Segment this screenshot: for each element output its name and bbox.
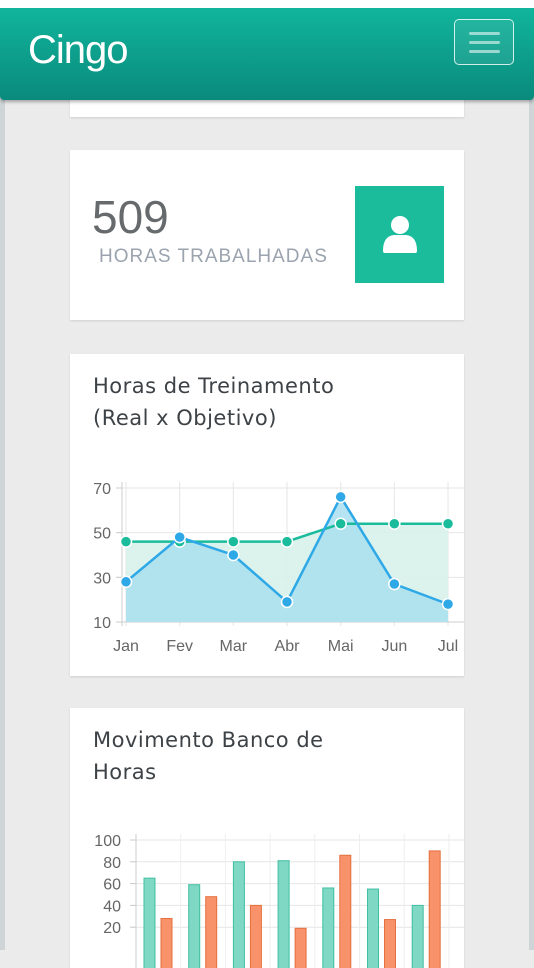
- user-icon: [383, 216, 417, 253]
- y-tick-label: 100: [94, 833, 121, 850]
- x-tick-label: Mar: [220, 638, 248, 655]
- data-point: [334, 490, 347, 504]
- stat-card-horas-trabalhadas: 509 HORAS TRABALHADAS: [70, 150, 464, 320]
- bar: [160, 917, 173, 968]
- x-tick-label: Mai: [328, 638, 354, 655]
- chart-title-line-2: Horas: [93, 760, 157, 784]
- previous-card: [70, 96, 464, 117]
- brand-logo[interactable]: Cingo: [28, 28, 129, 72]
- bar: [205, 896, 218, 968]
- y-tick-label: 30: [93, 570, 111, 587]
- y-tick-label: 80: [103, 855, 121, 872]
- bar: [411, 904, 424, 968]
- data-point: [388, 517, 401, 530]
- data-point: [227, 548, 240, 562]
- y-tick-label: 40: [103, 898, 121, 915]
- stat-label: HORAS TRABALHADAS: [99, 246, 328, 267]
- bar: [249, 904, 262, 968]
- chart-title-line-1: Movimento Banco de: [93, 728, 324, 752]
- bar: [143, 877, 156, 968]
- bar: [277, 860, 290, 968]
- stat-icon-box: [355, 186, 444, 283]
- bar: [188, 884, 201, 968]
- stat-value: 509: [92, 191, 169, 243]
- data-point: [388, 577, 401, 591]
- bar: [367, 888, 379, 968]
- x-tick-label: Fev: [166, 638, 193, 655]
- data-point: [119, 575, 133, 589]
- chart-title-training: Horas de Treinamento (Real x Objetivo): [93, 370, 433, 434]
- data-point: [441, 517, 455, 530]
- bar: [384, 919, 396, 968]
- bar: [294, 927, 307, 968]
- hamburger-menu-icon[interactable]: [454, 19, 514, 65]
- y-tick-label: 50: [93, 526, 111, 543]
- chart-title-bank: Movimento Banco de Horas: [93, 724, 433, 788]
- status-strip: [0, 0, 534, 8]
- x-tick-label: Jan: [113, 638, 139, 655]
- line-chart-training: 10 30 50 70 Jan Fev Mar Abr Mai Jun Jul: [93, 481, 464, 655]
- navbar: Cingo: [0, 8, 534, 100]
- bar: [322, 887, 335, 968]
- data-point: [280, 595, 294, 609]
- data-point: [280, 535, 294, 548]
- y-tick-label: 10: [93, 615, 111, 632]
- y-tick-label: 20: [103, 920, 121, 937]
- bar-chart-bank: 20 40 60 80 100: [94, 833, 464, 968]
- chart-card-training: Horas de Treinamento (Real x Objetivo) 1…: [70, 354, 464, 676]
- bar: [339, 854, 352, 968]
- data-point: [173, 530, 186, 544]
- series-area: [126, 496, 449, 622]
- bar: [428, 850, 441, 968]
- chart-title-line-1: Horas de Treinamento: [93, 374, 335, 398]
- chart-title-line-2: (Real x Objetivo): [93, 406, 277, 430]
- x-tick-label: Jul: [438, 638, 458, 655]
- data-point: [119, 535, 133, 548]
- data-point: [441, 597, 455, 611]
- data-point: [227, 535, 240, 548]
- x-tick-label: Jun: [381, 638, 407, 655]
- bar: [232, 861, 245, 968]
- y-tick-label: 60: [103, 877, 121, 894]
- chart-card-bank: Movimento Banco de Horas 20 40 60 80 100: [70, 708, 464, 968]
- data-point: [334, 517, 347, 530]
- x-tick-label: Abr: [275, 638, 301, 655]
- y-tick-label: 70: [93, 481, 111, 498]
